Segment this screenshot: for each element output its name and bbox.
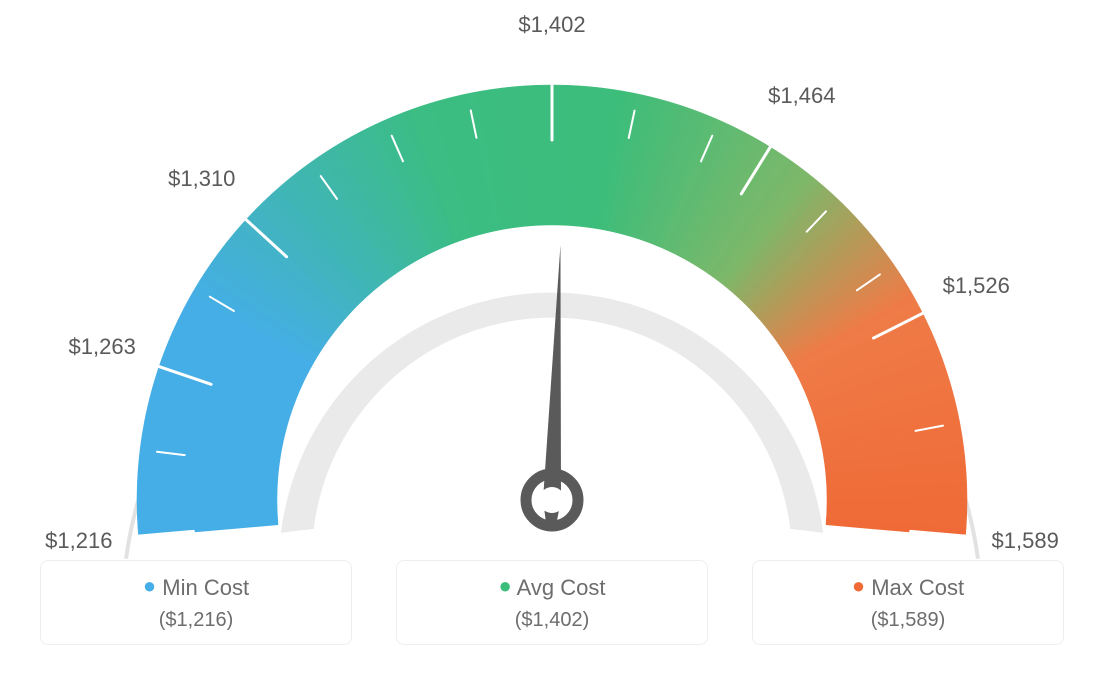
legend-dot-icon: ● bbox=[852, 573, 871, 598]
legend-title-text: Min Cost bbox=[162, 575, 249, 600]
legend-dot-icon: ● bbox=[498, 573, 516, 598]
gauge-tick-label: $1,589 bbox=[992, 528, 1059, 554]
legend-card: ● Avg Cost ($1,402) bbox=[396, 560, 708, 645]
gauge: $1,216 $1,263 $1,310 $1,402 $1,464 $1,526 $1,5… bbox=[0, 0, 1104, 560]
legend-title-text: Max Cost bbox=[871, 575, 964, 600]
legend-row: ● Min Cost ($1,216) ● Avg Cost ($1,402) ● Ma… bbox=[0, 560, 1104, 645]
legend-title: ● Max Cost bbox=[763, 575, 1053, 601]
gauge-tick-label: $1,526 bbox=[943, 273, 1010, 299]
gauge-tick-label: $1,216 bbox=[45, 528, 112, 554]
legend-dot-icon: ● bbox=[143, 573, 162, 598]
gauge-tick-label: $1,263 bbox=[69, 334, 136, 360]
chart-container: $1,216 $1,263 $1,310 $1,402 $1,464 $1,526 $1,5… bbox=[0, 0, 1104, 690]
gauge-tick-label: $1,464 bbox=[768, 83, 835, 109]
gauge-tick-label: $1,310 bbox=[168, 166, 235, 192]
legend-title: ● Avg Cost bbox=[407, 575, 697, 601]
legend-title: ● Min Cost bbox=[51, 575, 341, 601]
legend-value: ($1,216) bbox=[51, 609, 341, 632]
legend-value: ($1,402) bbox=[407, 609, 697, 632]
gauge-svg bbox=[0, 0, 1104, 560]
legend-card: ● Min Cost ($1,216) bbox=[40, 560, 352, 645]
gauge-tick-label: $1,402 bbox=[518, 12, 585, 38]
legend-title-text: Avg Cost bbox=[517, 575, 606, 600]
legend-card: ● Max Cost ($1,589) bbox=[752, 560, 1064, 645]
legend-value: ($1,589) bbox=[763, 609, 1053, 632]
